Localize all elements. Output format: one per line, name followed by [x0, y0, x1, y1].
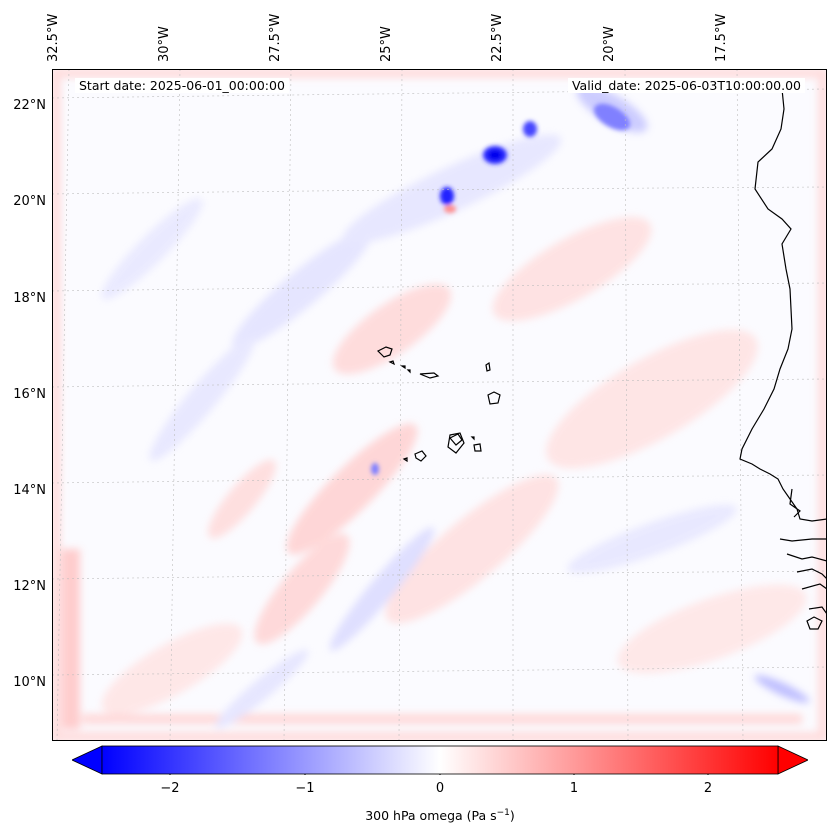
- map-frame: [52, 69, 827, 741]
- africa-coastline: [739, 88, 827, 630]
- colorbar-label-sup: −1: [496, 808, 510, 818]
- lat-label-20n: 20°N: [13, 194, 46, 209]
- colorbar-min-arrow: [72, 745, 103, 775]
- colorbar-tick-0: 0: [435, 781, 445, 796]
- colorbar-tick-1: 1: [569, 781, 579, 796]
- lat-label-16n: 16°N: [13, 387, 46, 402]
- start-date-label: Start date: 2025-06-01_00:00:00: [75, 78, 289, 93]
- colorbar-label: 300 hPa omega (Pa s−1): [0, 808, 837, 823]
- colorbar-tick-neg1: −1: [295, 781, 315, 796]
- valid-date-label: Valid_date: 2025-06-03T10:00:00.00: [567, 78, 805, 93]
- colorbar-ramp: [101, 745, 779, 775]
- lat-label-14n: 14°N: [13, 483, 46, 498]
- lat-label-18n: 18°N: [13, 291, 46, 306]
- lat-label-10n: 10°N: [13, 675, 46, 690]
- lat-label-12n: 12°N: [13, 579, 46, 594]
- colorbar-max-arrow: [777, 745, 808, 775]
- colorbar-tick-neg2: −2: [160, 781, 180, 796]
- island-outlines: [376, 346, 501, 463]
- colorbar: [72, 745, 808, 775]
- colorbar-label-tail: ): [509, 808, 515, 824]
- colorbar-label-text: 300 hPa omega (Pa s: [365, 808, 497, 824]
- graticule: [52, 69, 827, 741]
- omega-field: [52, 69, 827, 741]
- omega-cells: [371, 103, 631, 475]
- map-panel: [52, 69, 827, 741]
- lat-label-22n: 22°N: [13, 98, 46, 113]
- colorbar-tick-2: 2: [703, 781, 713, 796]
